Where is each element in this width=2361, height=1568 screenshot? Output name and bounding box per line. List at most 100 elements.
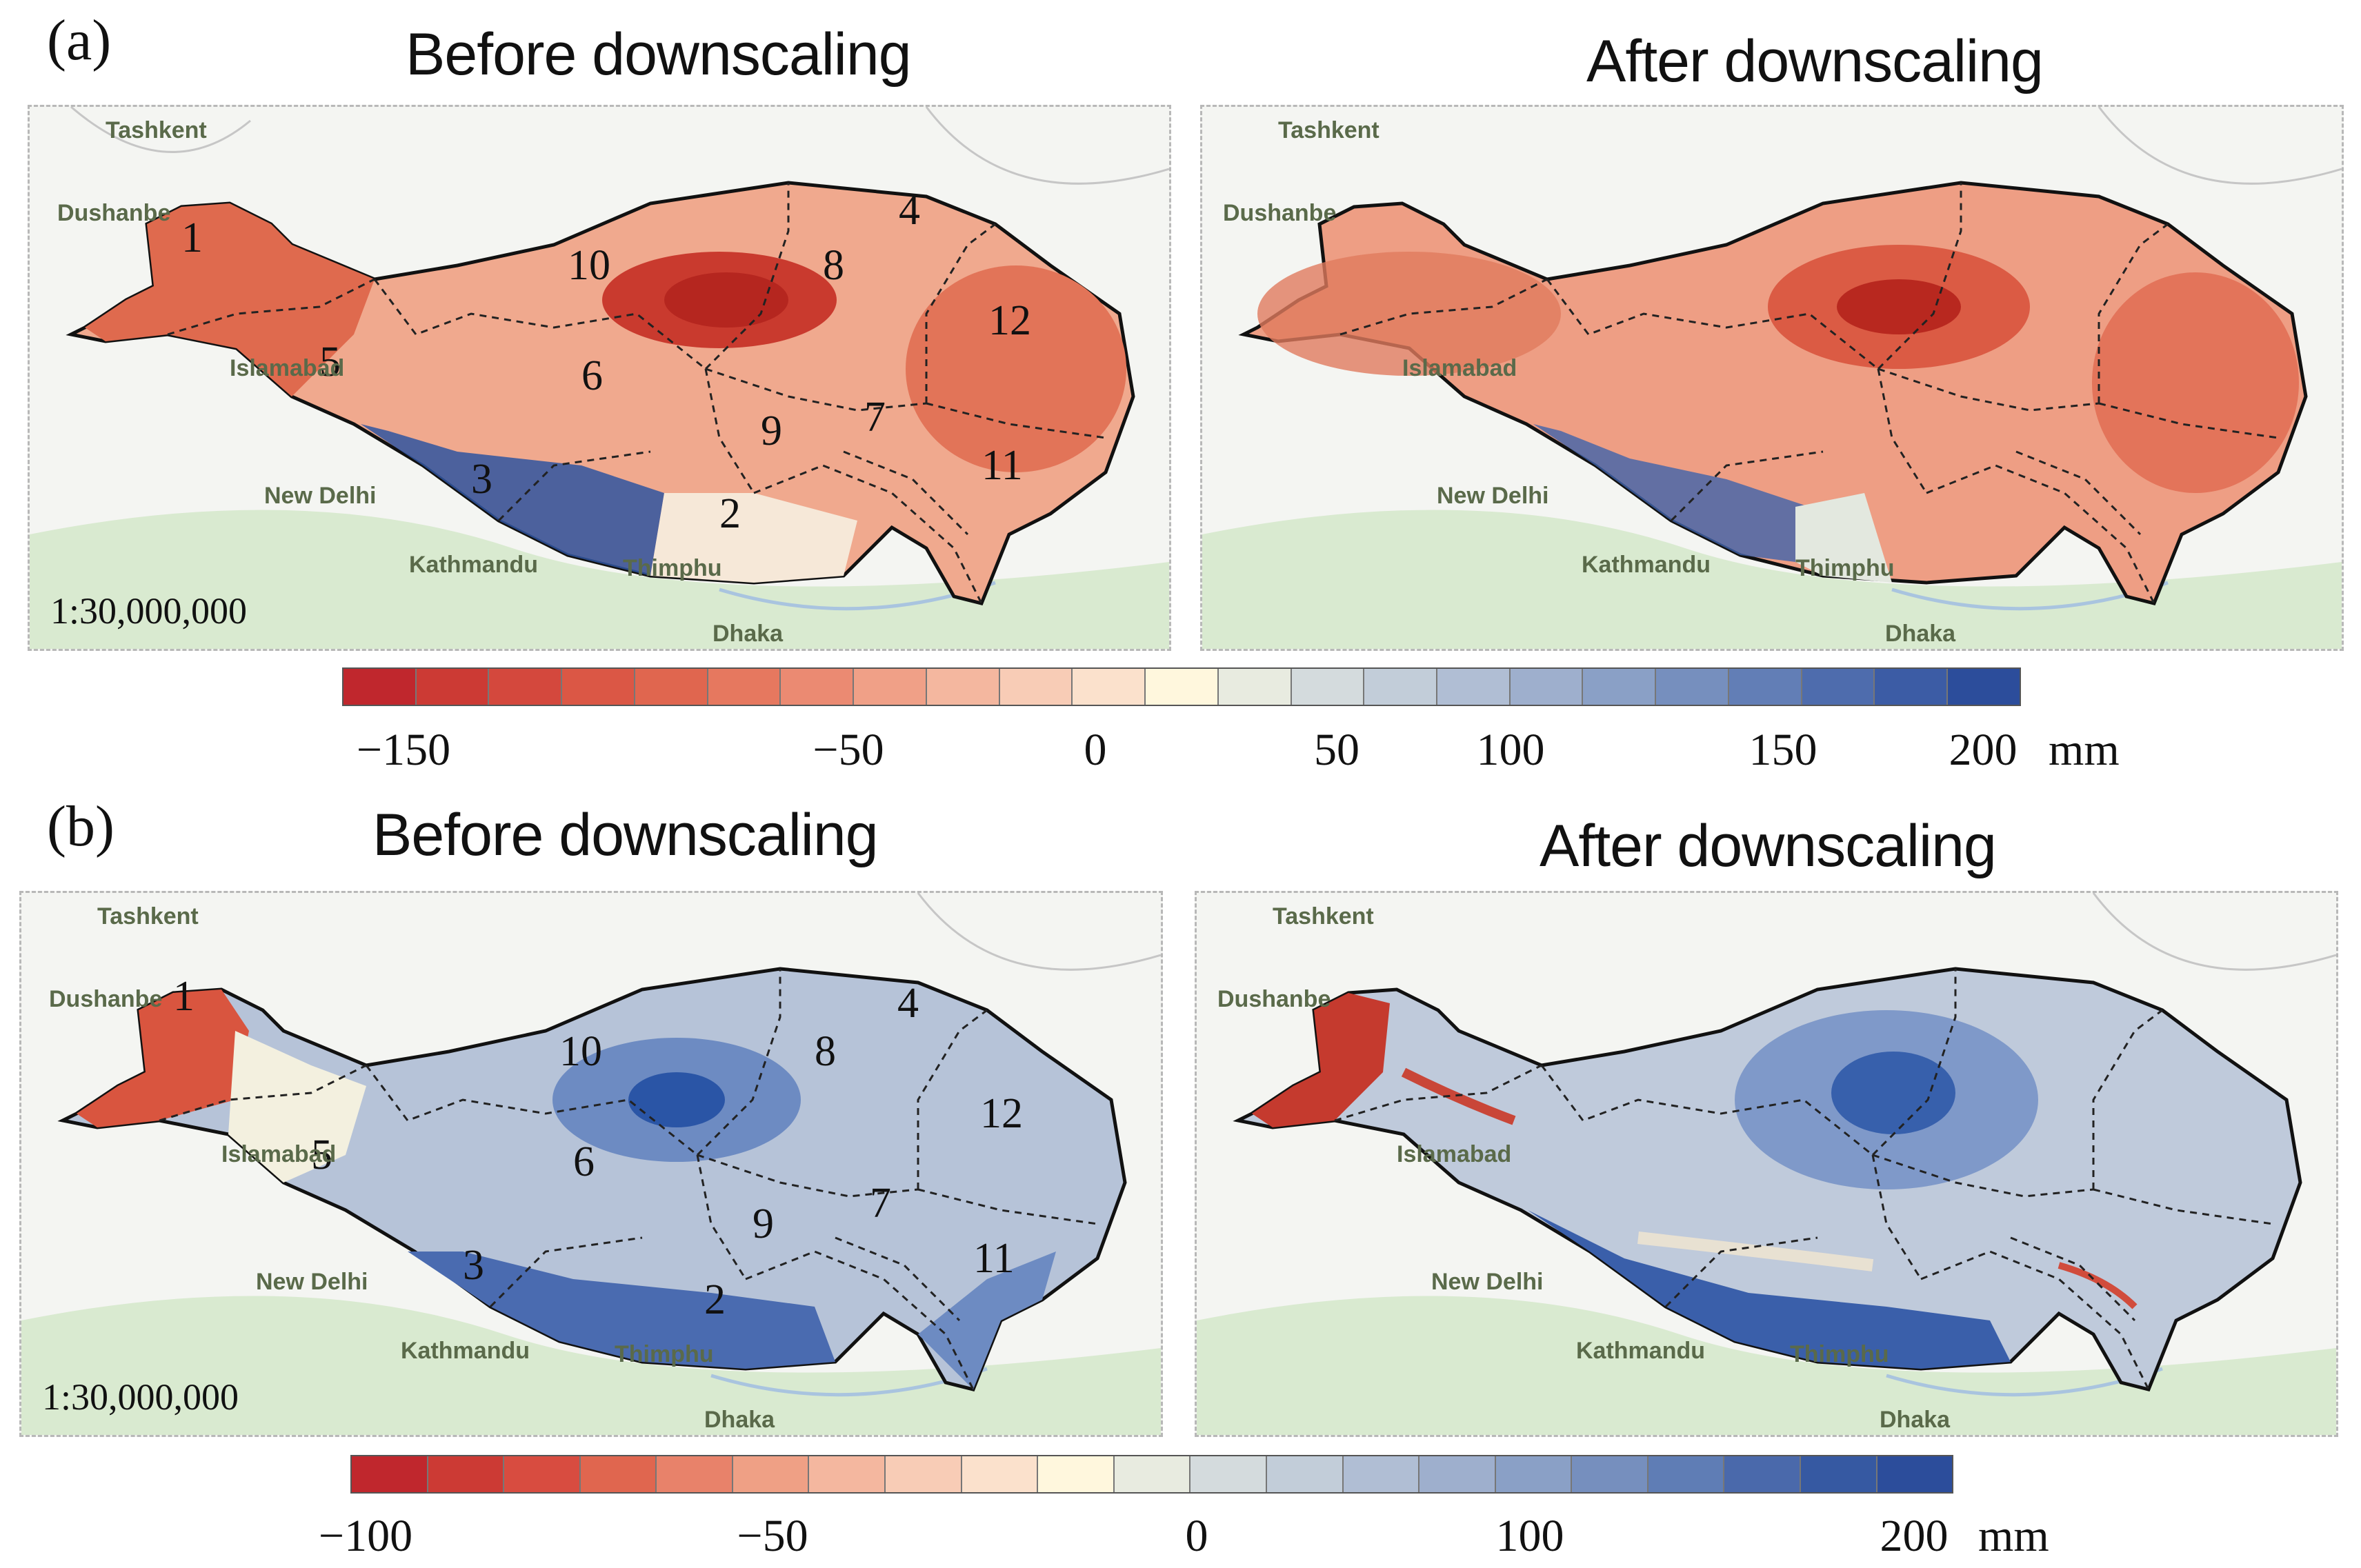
panel-a-after-title: After downscaling <box>1586 28 2044 94</box>
colorbar-swatch <box>854 669 927 705</box>
city-tashkent: Tashkent <box>97 903 199 929</box>
colorbar-a-tick: 50 <box>1314 725 1359 775</box>
colorbar-swatch <box>1572 1456 1648 1492</box>
city-kathmandu: Kathmandu <box>1576 1338 1705 1364</box>
colorbar-swatch <box>1648 1456 1725 1492</box>
region-10: 10 <box>568 242 610 289</box>
region-9: 9 <box>761 408 782 454</box>
region-8: 8 <box>815 1028 836 1075</box>
city-thimphu: Thimphu <box>615 1341 714 1367</box>
colorbar-swatch <box>1266 1456 1344 1492</box>
colorbar-a-unit: mm <box>2049 725 2120 775</box>
region-8: 8 <box>823 242 844 289</box>
colorbar-swatch <box>352 1456 428 1492</box>
map-a-after-svg: Tashkent Dushanbe Islamabad New Delhi Ka… <box>1202 107 2342 649</box>
region-4: 4 <box>897 980 919 1027</box>
map-a-before: 1 2 3 4 5 6 7 8 9 10 11 12 Tashkent Dush… <box>28 105 1171 651</box>
colorbar-swatch <box>635 669 708 705</box>
city-dhaka: Dhaka <box>704 1407 775 1433</box>
colorbar-b-tick: 0 <box>1185 1511 1208 1561</box>
region-11: 11 <box>973 1235 1015 1282</box>
colorbar-swatch <box>562 669 635 705</box>
colorbar-swatch <box>1656 669 1729 705</box>
map-b-after-svg: Tashkent Dushanbe Islamabad New Delhi Ka… <box>1197 893 2336 1435</box>
city-kathmandu: Kathmandu <box>1582 552 1711 578</box>
colorbar-a-tick: −150 <box>356 725 451 775</box>
region-9: 9 <box>753 1200 774 1247</box>
colorbar-b <box>350 1455 1953 1494</box>
region-12: 12 <box>988 297 1031 344</box>
city-islamabad: Islamabad <box>221 1141 336 1167</box>
colorbar-swatch <box>1218 669 1292 705</box>
city-thimphu: Thimphu <box>1795 555 1895 581</box>
colorbar-swatch <box>1291 669 1365 705</box>
city-kathmandu: Kathmandu <box>409 552 538 578</box>
city-new-delhi: New Delhi <box>256 1269 368 1295</box>
city-tashkent: Tashkent <box>106 117 207 143</box>
colorbar-swatch <box>428 1456 505 1492</box>
colorbar-swatch <box>1419 1456 1496 1492</box>
map-b-before: 1 2 3 4 5 6 7 8 9 10 11 12 Tashkent Dush… <box>19 891 1163 1437</box>
city-dushanbe: Dushanbe <box>1223 200 1336 226</box>
region-2: 2 <box>704 1276 726 1323</box>
colorbar-swatch <box>1583 669 1657 705</box>
panel-b-before-title: Before downscaling <box>372 802 879 868</box>
colorbar-b-unit: mm <box>1978 1511 2049 1561</box>
city-dhaka: Dhaka <box>1880 1407 1951 1433</box>
region-5: 5 <box>319 339 341 385</box>
region-11: 11 <box>982 442 1023 489</box>
colorbar-swatch <box>926 669 1000 705</box>
scale-a-before: 1:30,000,000 <box>50 590 248 632</box>
colorbar-swatch <box>809 1456 886 1492</box>
colorbar-swatch <box>1038 1456 1115 1492</box>
colorbar-swatch <box>1875 669 1949 705</box>
city-dhaka: Dhaka <box>713 621 784 647</box>
city-dushanbe: Dushanbe <box>57 200 170 226</box>
colorbar-swatch <box>1343 1456 1420 1492</box>
colorbar-a-tick: 200 <box>1949 725 2018 775</box>
colorbar-b-tick: −100 <box>318 1511 413 1561</box>
region-6: 6 <box>581 352 603 399</box>
panel-b-after-title: After downscaling <box>1540 813 1997 879</box>
colorbar-swatch <box>1495 1456 1573 1492</box>
region-6: 6 <box>573 1138 595 1185</box>
region-5: 5 <box>311 1132 332 1178</box>
city-new-delhi: New Delhi <box>1431 1269 1543 1295</box>
map-b-before-svg: 1 2 3 4 5 6 7 8 9 10 11 12 Tashkent Dush… <box>21 893 1161 1435</box>
city-new-delhi: New Delhi <box>264 483 376 509</box>
colorbar-swatch <box>1191 1456 1267 1492</box>
city-islamabad: Islamabad <box>1402 355 1517 381</box>
region-1: 1 <box>173 973 195 1020</box>
map-a-after: Tashkent Dushanbe Islamabad New Delhi Ka… <box>1200 105 2344 651</box>
colorbar-swatch <box>1724 1456 1801 1492</box>
city-tashkent: Tashkent <box>1278 117 1379 143</box>
colorbar-swatch <box>1729 669 1802 705</box>
city-kathmandu: Kathmandu <box>401 1338 530 1364</box>
colorbar-swatch <box>1800 1456 1877 1492</box>
region-7: 7 <box>870 1180 891 1227</box>
colorbar-swatch <box>1364 669 1438 705</box>
plateau-b-after <box>1233 967 2302 1391</box>
colorbar-swatch <box>343 669 417 705</box>
colorbar-swatch <box>416 669 490 705</box>
colorbar-swatch <box>708 669 781 705</box>
region-3: 3 <box>463 1242 484 1289</box>
colorbar-swatch <box>1114 1456 1191 1492</box>
colorbar-swatch <box>580 1456 657 1492</box>
region-12: 12 <box>980 1090 1023 1137</box>
city-tashkent: Tashkent <box>1273 903 1374 929</box>
region-4: 4 <box>899 187 920 234</box>
colorbar-swatch <box>1146 669 1219 705</box>
colorbar-swatch <box>1802 669 1875 705</box>
region-10: 10 <box>559 1028 602 1075</box>
city-dushanbe: Dushanbe <box>49 986 162 1012</box>
map-a-before-svg: 1 2 3 4 5 6 7 8 9 10 11 12 Tashkent Dush… <box>30 107 1169 649</box>
colorbar-swatch <box>886 1456 962 1492</box>
region-1: 1 <box>181 214 203 261</box>
colorbar-swatch <box>962 1456 1039 1492</box>
city-new-delhi: New Delhi <box>1437 483 1548 509</box>
colorbar-swatch <box>733 1456 810 1492</box>
colorbar-swatch <box>999 669 1073 705</box>
colorbar-swatch <box>1877 1456 1953 1492</box>
colorbar-swatch <box>489 669 563 705</box>
